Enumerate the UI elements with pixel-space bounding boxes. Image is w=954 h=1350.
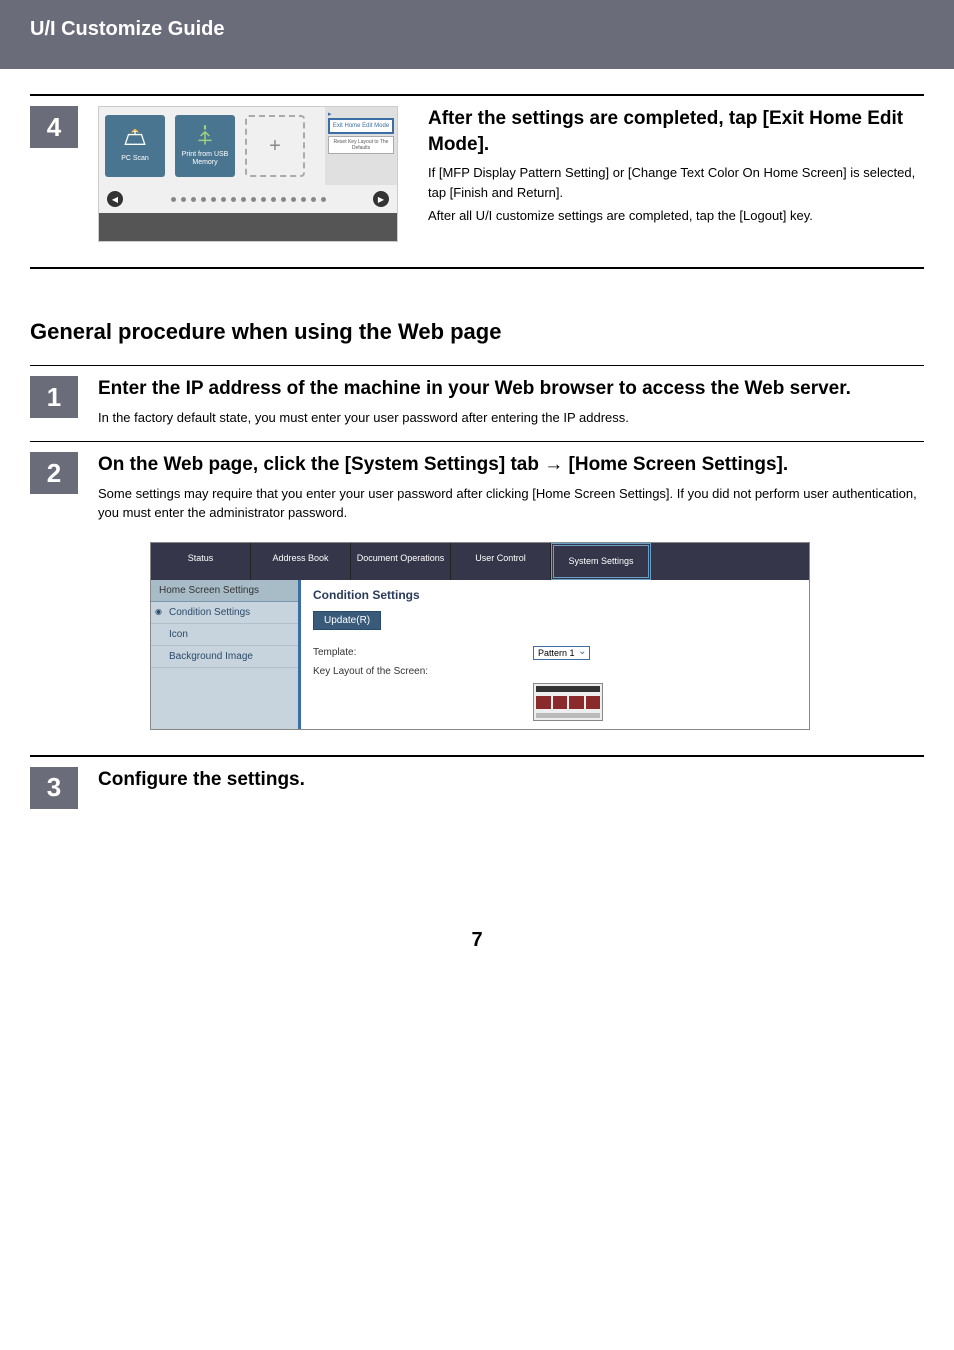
layout-preview bbox=[533, 683, 603, 721]
step2-body: Some settings may require that you enter… bbox=[98, 484, 924, 523]
web-main-panel: Condition Settings Update(R) Template: P… bbox=[301, 580, 809, 729]
divider bbox=[30, 755, 924, 757]
step-3-row: 3 Configure the settings. bbox=[30, 767, 924, 809]
tab-system-settings[interactable]: System Settings bbox=[551, 543, 651, 580]
page-right-icon[interactable]: ▶ bbox=[373, 191, 389, 207]
tab-document-ops[interactable]: Document Operations bbox=[351, 543, 451, 580]
pcscan-button[interactable]: PC Scan bbox=[105, 115, 165, 177]
pcscan-label: PC Scan bbox=[121, 155, 149, 163]
usb-icon bbox=[192, 125, 218, 147]
divider bbox=[30, 94, 924, 96]
tab-address-book[interactable]: Address Book bbox=[251, 543, 351, 580]
divider bbox=[30, 441, 924, 442]
sidebar-heading: Home Screen Settings bbox=[151, 580, 298, 602]
page-left-icon[interactable]: ◀ bbox=[107, 191, 123, 207]
divider bbox=[30, 365, 924, 366]
tab-user-control[interactable]: User Control bbox=[451, 543, 551, 580]
template-label: Template: bbox=[313, 647, 533, 658]
mfp-screenshot: PC Scan Print from USB Memory + ▸ Exit H… bbox=[98, 106, 398, 242]
exit-edit-mode-button[interactable]: Exit Home Edit Mode bbox=[328, 118, 394, 134]
usb-label: Print from USB Memory bbox=[175, 151, 235, 166]
step1-title: Enter the IP address of the machine in y… bbox=[98, 376, 924, 402]
web-screenshot: Status Address Book Document Operations … bbox=[150, 542, 810, 730]
step-2-row: 2 On the Web page, click the [System Set… bbox=[30, 452, 924, 527]
step-number-badge: 2 bbox=[30, 452, 78, 494]
step-number-badge: 1 bbox=[30, 376, 78, 418]
sidebar-item-condition[interactable]: Condition Settings bbox=[151, 602, 298, 624]
step1-body: In the factory default state, you must e… bbox=[98, 408, 924, 428]
step-1-row: 1 Enter the IP address of the machine in… bbox=[30, 376, 924, 431]
reset-layout-button[interactable]: Reset Key Layout to The Defaults bbox=[328, 136, 394, 154]
sidebar-item-icon[interactable]: Icon bbox=[151, 624, 298, 646]
page-banner: U/I Customize Guide bbox=[0, 0, 954, 69]
step4-body1: If [MFP Display Pattern Setting] or [Cha… bbox=[428, 163, 924, 202]
section-heading: General procedure when using the Web pag… bbox=[30, 319, 924, 345]
page-content: 4 PC Scan Print from USB Memory + bbox=[0, 94, 954, 982]
step4-body2: After all U/I customize settings are com… bbox=[428, 206, 924, 226]
template-select[interactable]: Pattern 1 bbox=[533, 646, 590, 660]
update-button[interactable]: Update(R) bbox=[313, 611, 381, 630]
page-dots bbox=[171, 197, 326, 202]
add-slot[interactable]: + bbox=[245, 115, 305, 177]
web-sidebar: Home Screen Settings Condition Settings … bbox=[151, 580, 301, 729]
web-tabs: Status Address Book Document Operations … bbox=[151, 543, 809, 580]
page-number: 7 bbox=[30, 929, 924, 982]
usb-print-button[interactable]: Print from USB Memory bbox=[175, 115, 235, 177]
step-number-badge: 4 bbox=[30, 106, 78, 148]
step-4-row: 4 PC Scan Print from USB Memory + bbox=[30, 106, 924, 242]
sidebar-item-bgimage[interactable]: Background Image bbox=[151, 646, 298, 668]
mfp-side-panel: ▸ Exit Home Edit Mode Reset Key Layout t… bbox=[325, 107, 397, 185]
step2-title: On the Web page, click the [System Setti… bbox=[98, 452, 924, 478]
banner-title: U/I Customize Guide bbox=[30, 18, 224, 40]
step3-title: Configure the settings. bbox=[98, 767, 924, 793]
tab-status[interactable]: Status bbox=[151, 543, 251, 580]
main-panel-title: Condition Settings bbox=[313, 588, 797, 602]
scanner-icon bbox=[122, 129, 148, 151]
divider bbox=[30, 267, 924, 269]
step4-title: After the settings are completed, tap [E… bbox=[428, 106, 924, 157]
step-number-badge: 3 bbox=[30, 767, 78, 809]
keylayout-label: Key Layout of the Screen: bbox=[313, 666, 533, 677]
